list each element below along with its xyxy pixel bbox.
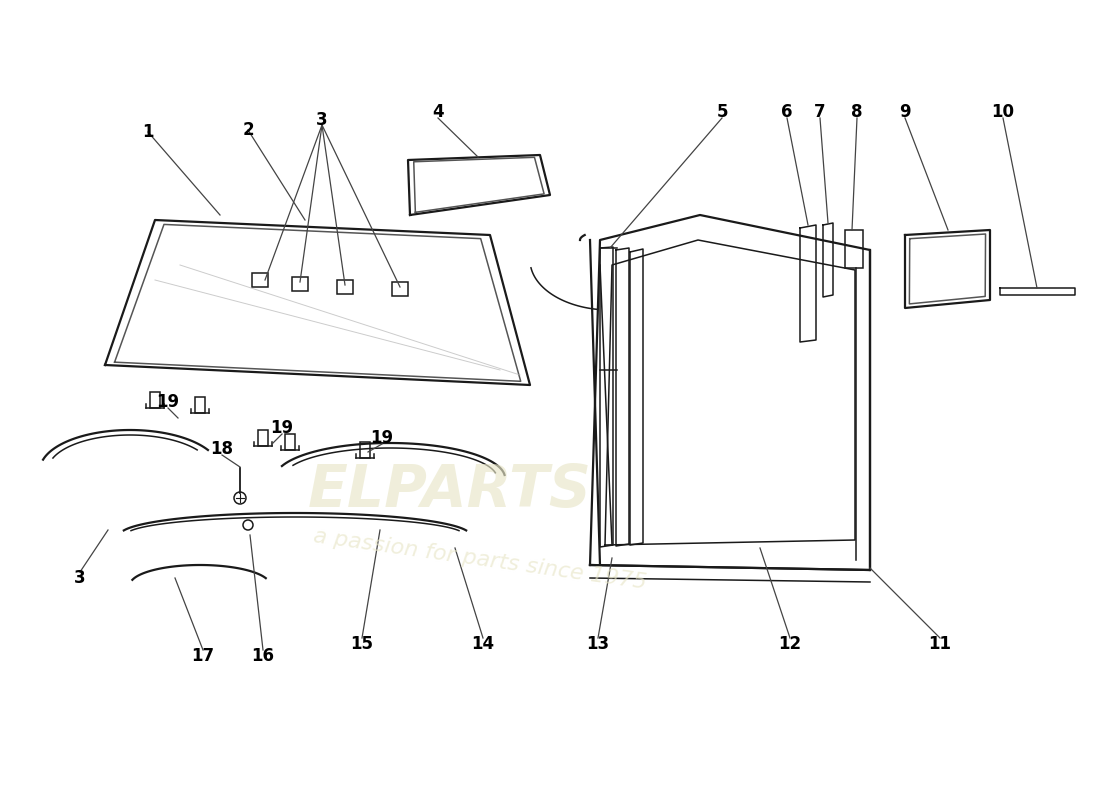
Text: 7: 7 (814, 103, 826, 121)
Text: 16: 16 (252, 647, 275, 665)
Text: 12: 12 (779, 635, 802, 653)
Text: 3: 3 (316, 111, 328, 129)
Text: 14: 14 (472, 635, 495, 653)
Text: 2: 2 (242, 121, 254, 139)
Text: 3: 3 (74, 569, 86, 587)
Bar (392, 282, 408, 296)
Bar (337, 280, 353, 294)
Bar (845, 230, 864, 268)
Bar (258, 430, 268, 446)
Bar (285, 434, 295, 450)
Text: 19: 19 (156, 393, 179, 411)
Bar (360, 442, 370, 458)
Circle shape (243, 520, 253, 530)
Text: 8: 8 (851, 103, 862, 121)
Text: ELPARTS: ELPARTS (308, 462, 592, 518)
Text: 18: 18 (210, 440, 233, 458)
Text: 9: 9 (899, 103, 911, 121)
Text: a passion for parts since 1975: a passion for parts since 1975 (312, 526, 648, 594)
Text: 19: 19 (371, 429, 394, 447)
Bar (292, 277, 308, 291)
Bar (252, 273, 268, 287)
Text: 6: 6 (781, 103, 793, 121)
Text: 5: 5 (716, 103, 728, 121)
Bar (150, 392, 160, 408)
Text: 1: 1 (142, 123, 154, 141)
Text: 11: 11 (928, 635, 952, 653)
Circle shape (234, 492, 246, 504)
Text: 19: 19 (271, 419, 294, 437)
Text: 15: 15 (351, 635, 374, 653)
Text: 17: 17 (191, 647, 214, 665)
Bar (195, 397, 205, 413)
Text: 10: 10 (991, 103, 1014, 121)
Text: 13: 13 (586, 635, 609, 653)
Text: 4: 4 (432, 103, 443, 121)
